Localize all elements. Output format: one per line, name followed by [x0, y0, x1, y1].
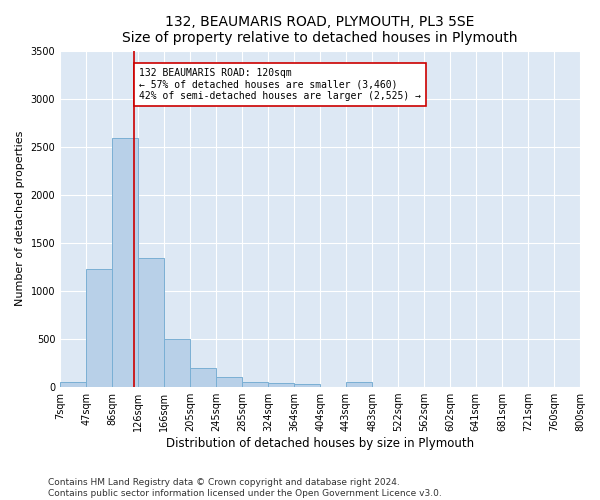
Bar — [86, 269, 112, 387]
Text: Contains HM Land Registry data © Crown copyright and database right 2024.
Contai: Contains HM Land Registry data © Crown c… — [48, 478, 442, 498]
Bar — [294, 384, 320, 387]
Bar — [190, 368, 216, 387]
Bar — [242, 382, 268, 387]
Title: 132, BEAUMARIS ROAD, PLYMOUTH, PL3 5SE
Size of property relative to detached hou: 132, BEAUMARIS ROAD, PLYMOUTH, PL3 5SE S… — [122, 15, 518, 45]
X-axis label: Distribution of detached houses by size in Plymouth: Distribution of detached houses by size … — [166, 437, 474, 450]
Bar — [268, 383, 294, 387]
Text: 132 BEAUMARIS ROAD: 120sqm
← 57% of detached houses are smaller (3,460)
42% of s: 132 BEAUMARIS ROAD: 120sqm ← 57% of deta… — [139, 68, 421, 101]
Bar — [164, 339, 190, 387]
Bar — [112, 138, 138, 387]
Bar — [60, 382, 86, 387]
Bar — [138, 258, 164, 387]
Bar — [216, 377, 242, 387]
Bar — [346, 382, 372, 387]
Y-axis label: Number of detached properties: Number of detached properties — [15, 131, 25, 306]
